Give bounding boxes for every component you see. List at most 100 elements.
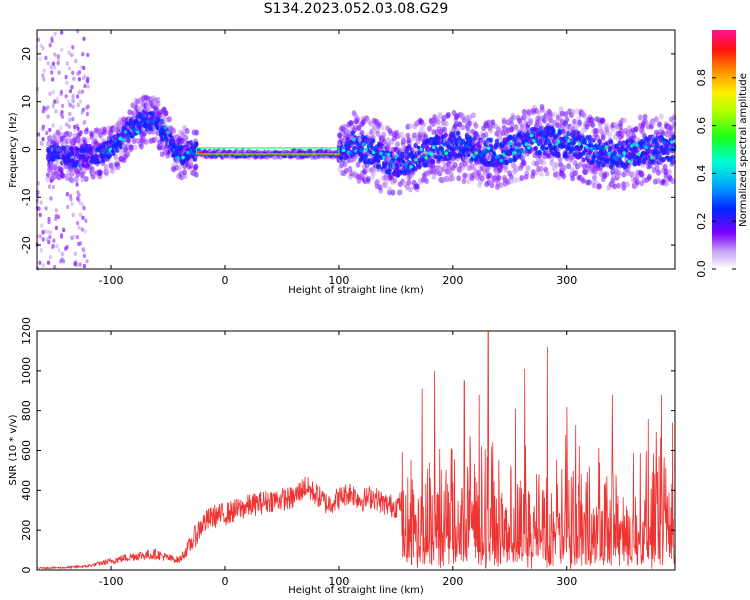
- spectrogram-cell: [487, 146, 491, 150]
- spectrogram-cell: [537, 149, 542, 155]
- spectrogram-cell: [416, 145, 421, 150]
- spectrogram-cell: [431, 129, 437, 136]
- spectrogram-cell: [72, 76, 76, 82]
- spectrogram-cell: [45, 130, 49, 136]
- snr-y-tick-label: 1000: [20, 357, 33, 385]
- spectrogram-cell: [376, 159, 381, 163]
- spectrogram-cell: [538, 165, 544, 172]
- spectrogram-cell: [76, 71, 80, 76]
- spectrogram-cell: [148, 111, 153, 115]
- spectrogram-cell: [450, 175, 456, 182]
- spectrogram-cell: [73, 128, 77, 133]
- spectrogram-cell: [41, 137, 45, 142]
- spectrogram-cell: [396, 157, 401, 161]
- spectrogram-cell: [580, 177, 586, 184]
- spectrogram-cell: [128, 131, 133, 136]
- spectrogram-cell: [520, 153, 526, 159]
- spectrogram-cell: [421, 121, 426, 128]
- spectrogram-cell: [607, 131, 613, 138]
- spectrogram-cell: [635, 179, 640, 185]
- spectrogram-cell: [612, 183, 617, 190]
- spectrogram-cell: [622, 117, 628, 124]
- spectrogram-cell: [163, 125, 168, 130]
- spectrogram-cell: [37, 132, 41, 137]
- spectrogram-x-label: Height of straight line (km): [288, 285, 424, 296]
- spectrogram-cell: [614, 157, 619, 162]
- spectrogram-cell: [50, 70, 54, 75]
- spectrogram-cell: [51, 123, 55, 128]
- spectrogram-cell: [50, 36, 54, 41]
- spectrogram-cell: [409, 165, 413, 169]
- spectrogram-cell: [579, 144, 584, 149]
- spectrogram-cell: [386, 152, 391, 157]
- spectrogram-x-tick-label: 0: [221, 274, 228, 287]
- spectrogram-cell: [39, 200, 43, 205]
- spectrogram-cell: [639, 154, 644, 158]
- spectrogram-cell: [98, 169, 103, 176]
- spectrogram-cell: [73, 177, 79, 184]
- spectrogram-cell: [665, 155, 669, 160]
- spectrogram-cell: [618, 127, 624, 134]
- spectrogram-cell: [406, 179, 412, 186]
- colorbar-tick-label: 0.6: [695, 117, 708, 135]
- spectrogram-cell: [524, 170, 530, 177]
- spectrogram-cell: [483, 131, 489, 138]
- spectrogram-cell: [83, 229, 87, 234]
- snr-x-ticks: -100 0 100 200 300: [99, 331, 577, 588]
- spectrogram-cell: [368, 120, 374, 127]
- spectrogram-cell: [559, 139, 564, 144]
- spectrogram-cell: [366, 144, 371, 148]
- spectrogram-cell: [437, 170, 443, 177]
- spectrogram-cell: [62, 259, 66, 264]
- spectrogram-cell: [49, 64, 53, 70]
- spectrogram-cell: [80, 89, 85, 94]
- spectrogram-cell: [342, 161, 348, 168]
- spectrogram-cell: [386, 143, 391, 150]
- spectrogram-cell: [48, 166, 54, 173]
- spectrogram-cell: [68, 88, 73, 94]
- spectrogram-cell: [556, 122, 562, 129]
- spectrogram-cell: [547, 139, 551, 143]
- spectrogram-cell: [46, 114, 50, 119]
- spectrogram-cell: [85, 78, 89, 83]
- snr-y-tick-label: 600: [20, 440, 33, 461]
- snr-y-tick-label: 400: [20, 480, 33, 501]
- spectrogram-cell: [463, 160, 468, 167]
- spectrogram-cell: [408, 123, 414, 129]
- spectrogram-cell: [80, 110, 84, 115]
- spectrogram-cell: [661, 156, 666, 163]
- spectrogram-cell: [639, 171, 645, 178]
- spectrogram-cell: [38, 212, 42, 218]
- spectrogram-cell: [405, 132, 411, 139]
- spectrogram-cell: [537, 121, 543, 127]
- spectrogram-cell: [487, 172, 493, 179]
- spectrogram-cell: [339, 155, 343, 160]
- spectrogram-cell: [564, 116, 570, 123]
- spectrogram-cell: [660, 130, 666, 137]
- spectrogram-cell: [392, 177, 398, 184]
- colorbar-tick-label: 0.4: [695, 165, 708, 183]
- spectrogram-cell: [83, 74, 87, 79]
- spectrogram-cell: [545, 170, 550, 177]
- spectrogram-cell: [371, 170, 377, 177]
- spectrogram-cell: [66, 99, 70, 105]
- spectrogram-cell: [176, 156, 180, 160]
- spectrogram-cell: [471, 163, 477, 170]
- spectrogram-cell: [67, 131, 73, 138]
- spectrogram-x-tick-label: -100: [99, 274, 124, 287]
- spectrogram-cell: [610, 177, 616, 184]
- spectrogram-cell: [630, 170, 636, 177]
- spectrogram-cell: [497, 154, 501, 159]
- spectrogram-cell: [118, 150, 124, 157]
- spectrogram-cell: [60, 30, 64, 35]
- spectrogram-cell: [46, 260, 51, 265]
- spectrogram-cell: [65, 61, 69, 66]
- spectrogram-cell: [643, 118, 649, 125]
- spectrogram-cell: [534, 160, 540, 167]
- spectrogram-cell: [503, 154, 509, 161]
- spectrogram-cell: [375, 178, 381, 185]
- spectrogram-cell: [344, 143, 348, 148]
- spectrogram-cell: [182, 169, 188, 176]
